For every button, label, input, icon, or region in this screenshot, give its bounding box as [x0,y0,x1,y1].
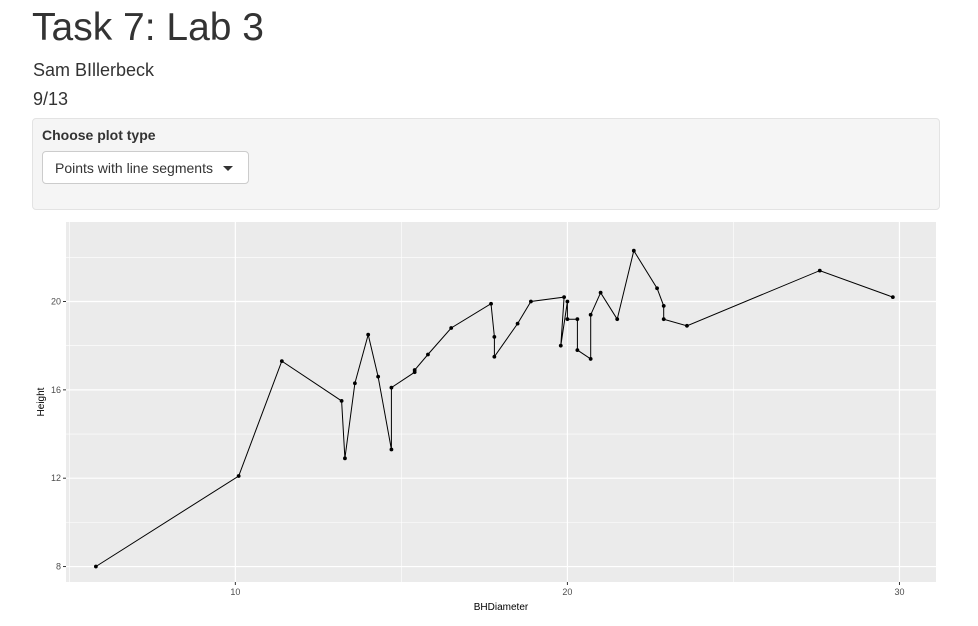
series-line [95,249,893,567]
data-point [588,357,593,361]
data-point [343,456,347,461]
data-point [376,374,381,379]
y-tick-label: 20 [51,297,61,307]
data-point [489,301,493,306]
data-point [615,317,620,322]
data-point [562,295,566,299]
data-point [661,317,666,322]
data-point [528,299,533,304]
data-point [279,359,284,364]
data-point [565,299,570,304]
data-point [426,352,430,357]
data-point [492,354,497,359]
data-point [449,326,454,330]
x-axis-title: BHDiameter [474,602,529,613]
y-tick-label: 8 [56,562,61,572]
caret-down-icon [223,166,233,171]
x-tick-label: 30 [894,587,904,597]
y-tick-label: 16 [51,385,61,395]
data-point [515,321,520,326]
data-point [655,286,659,291]
sidebar-panel: Choose plot type Points with line segmen… [32,118,940,210]
data-point [352,381,357,386]
plot-panel [66,222,936,582]
data-point [339,398,344,403]
data-point [412,368,417,372]
data-point [661,304,666,308]
y-axis-title: Height [36,387,47,416]
plot-type-select[interactable]: Points with line segments [42,151,249,184]
x-tick-label: 20 [562,587,572,597]
author-name: Sam BIllerbeck [33,60,155,80]
data-point [389,447,394,452]
data-point [588,312,593,317]
data-point [575,317,580,322]
date-text: 9/13 [33,89,69,109]
data-point [565,317,570,322]
data-point [890,295,895,299]
data-point [685,323,689,328]
data-point [598,290,603,295]
plot-type-selected-value: Points with line segments [55,160,213,176]
data-point [93,564,98,569]
data-point [492,334,497,339]
data-point [389,385,394,390]
y-tick-label: 12 [51,473,61,483]
data-point [558,343,563,348]
data-point [817,268,822,273]
plot-type-label: Choose plot type [42,127,156,143]
data-point [575,348,580,352]
data-point [631,248,636,253]
data-point [366,332,371,337]
line-chart: 10 20 30 8 12 16 20 BHDiameter Height [36,222,936,613]
data-point [236,474,241,478]
page-title: Task 7: Lab 3 [32,6,264,49]
x-tick-label: 10 [230,587,240,597]
